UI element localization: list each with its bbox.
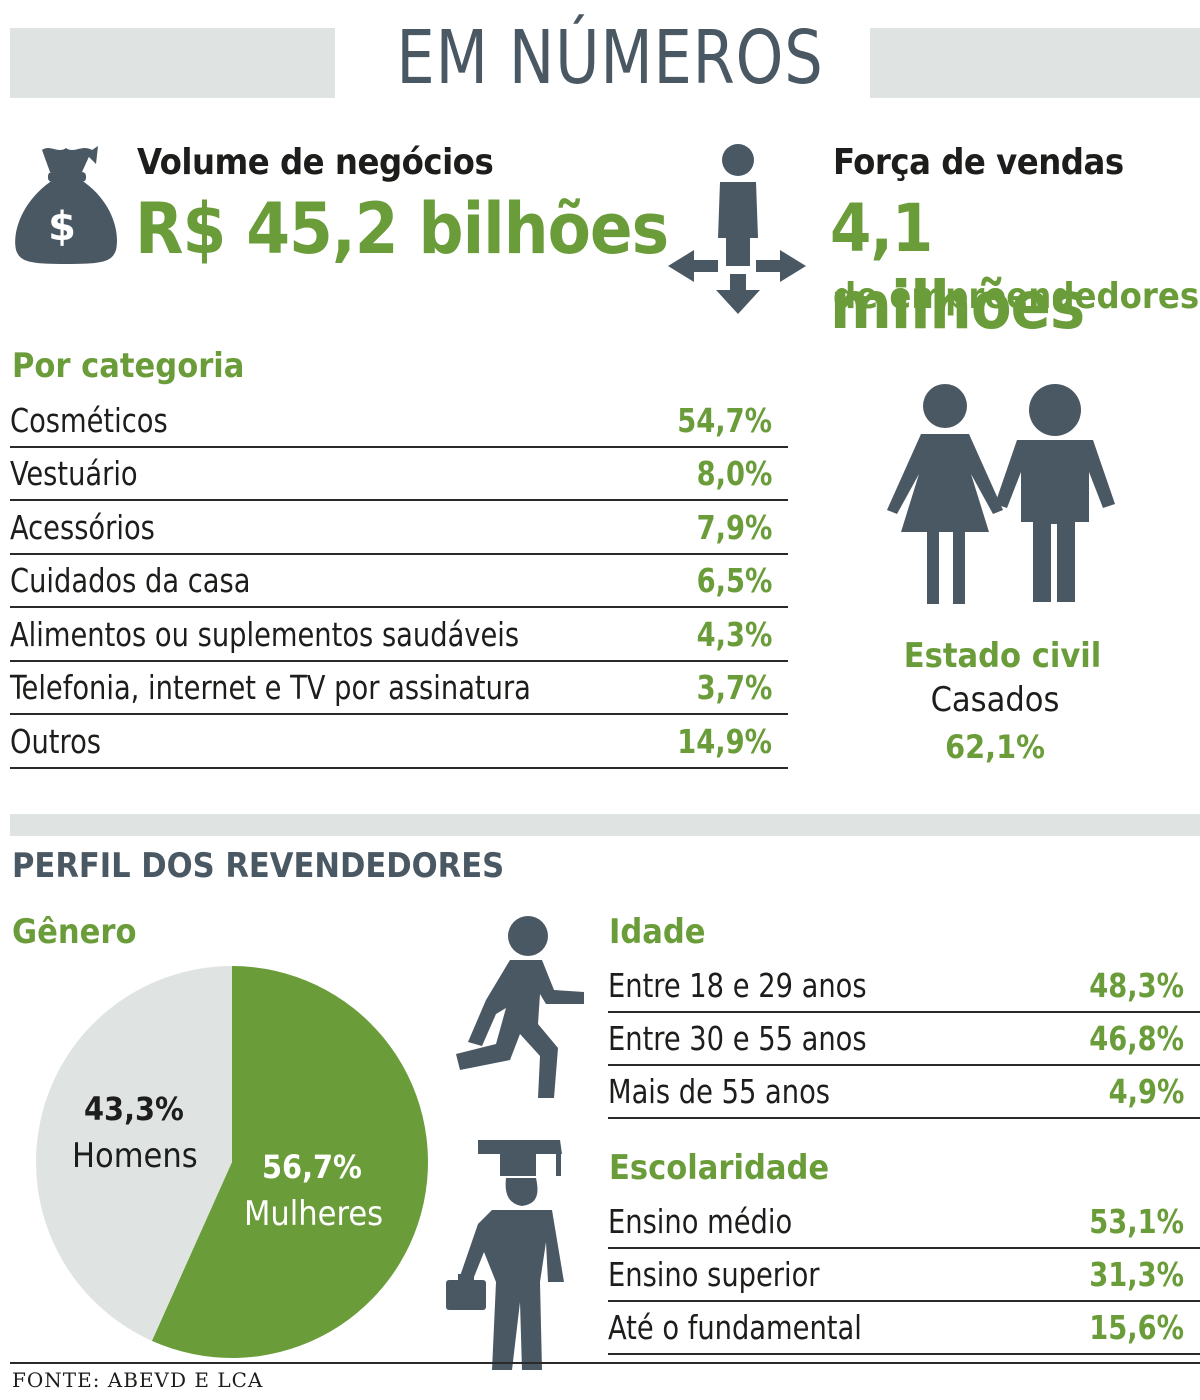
pie-slice-mulheres [151, 966, 429, 1358]
mulheres-value: 56,7% [262, 1148, 362, 1186]
categoria-row: Acessórios 7,9% [10, 499, 788, 555]
categoria-row-value: 3,7% [696, 668, 772, 707]
source-rule [10, 1362, 1200, 1364]
categoria-row: Outros 14,9% [10, 713, 788, 769]
forca-sub: de empreendedores [833, 276, 1200, 317]
categoria-row: Cuidados da casa 6,5% [10, 553, 788, 608]
escolaridade-row-label: Ensino superior [608, 1255, 820, 1294]
idade-row: Mais de 55 anos 4,9% [608, 1064, 1200, 1119]
categoria-row-value: 6,5% [696, 561, 772, 600]
idade-row: Entre 30 e 55 anos 46,8% [608, 1011, 1200, 1066]
categoria-heading: Por categoria [12, 346, 245, 386]
svg-text:$: $ [48, 204, 76, 250]
estado-civil-label: Casados [930, 680, 1060, 720]
escolaridade-row: Ensino médio 53,1% [608, 1194, 1200, 1249]
forca-label: Força de vendas [833, 142, 1124, 183]
categoria-row-label: Telefonia, internet e TV por assinatura [10, 668, 531, 707]
categoria-row-label: Cuidados da casa [10, 561, 251, 600]
person-arrows-icon [668, 144, 806, 314]
estado-civil-heading: Estado civil [903, 636, 1102, 676]
escolaridade-heading: Escolaridade [609, 1148, 830, 1188]
source-note: FONTE: ABEVD E LCA [12, 1368, 264, 1392]
categoria-row: Telefonia, internet e TV por assinatura 3… [10, 660, 788, 715]
escolaridade-row: Até o fundamental 15,6% [608, 1300, 1200, 1355]
escolaridade-row: Ensino superior 31,3% [608, 1247, 1200, 1302]
categoria-row: Cosméticos 54,7% [10, 392, 788, 448]
categoria-row-value: 7,9% [696, 507, 772, 547]
idade-row-label: Entre 18 e 29 anos [608, 966, 867, 1005]
idade-row-value: 48,3% [1089, 966, 1184, 1005]
categoria-row: Alimentos ou suplementos saudáveis 4,3% [10, 606, 788, 662]
estado-civil-value: 62,1% [945, 728, 1045, 766]
title-band-right [870, 28, 1200, 98]
categoria-row-label: Outros [10, 721, 102, 761]
volume-label: Volume de negócios [137, 142, 494, 183]
idade-row-label: Mais de 55 anos [608, 1072, 831, 1111]
genero-pie-chart [36, 966, 429, 1358]
categoria-row-value: 8,0% [696, 454, 772, 493]
perfil-heading: PERFIL DOS REVENDEDORES [12, 846, 505, 886]
homens-value: 43,3% [84, 1090, 184, 1128]
escolaridade-row-label: Até o fundamental [608, 1308, 862, 1347]
categoria-row: Vestuário 8,0% [10, 446, 788, 501]
couple-icon [887, 384, 1115, 604]
categoria-row-value: 4,3% [696, 614, 772, 654]
categoria-row-label: Cosméticos [10, 400, 168, 440]
forca-value: 4,1 milhões [830, 190, 1085, 344]
graduate-icon [446, 1140, 564, 1370]
escolaridade-row-label: Ensino médio [608, 1202, 793, 1241]
categoria-row-label: Alimentos ou suplementos saudáveis [10, 614, 520, 654]
genero-heading: Gênero [12, 912, 137, 952]
escolaridade-row-value: 15,6% [1089, 1308, 1184, 1347]
homens-label: Homens [72, 1136, 198, 1176]
perfil-divider-band [10, 814, 1200, 836]
money-bag-icon: $ [15, 146, 117, 264]
running-person-icon [456, 916, 584, 1098]
categoria-row-value: 14,9% [677, 721, 772, 761]
idade-row: Entre 18 e 29 anos 48,3% [608, 958, 1200, 1013]
page-title: EM NÚMEROS [396, 15, 824, 101]
escolaridade-row-value: 53,1% [1089, 1202, 1184, 1241]
pie-slice-homens [36, 966, 232, 1341]
idade-row-label: Entre 30 e 55 anos [608, 1019, 867, 1058]
volume-value: R$ 45,2 bilhões [135, 188, 669, 270]
idade-row-value: 46,8% [1089, 1019, 1184, 1058]
title-band-left [10, 28, 335, 98]
escolaridade-row-value: 31,3% [1089, 1255, 1184, 1294]
mulheres-label: Mulheres [244, 1194, 384, 1234]
idade-row-value: 4,9% [1108, 1072, 1184, 1111]
idade-heading: Idade [609, 912, 706, 952]
categoria-row-value: 54,7% [677, 400, 772, 440]
categoria-row-label: Vestuário [10, 454, 138, 493]
categoria-row-label: Acessórios [10, 507, 155, 547]
